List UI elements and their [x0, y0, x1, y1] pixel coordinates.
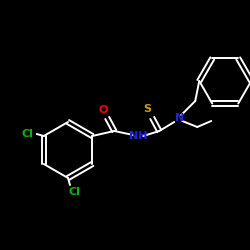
Text: Cl: Cl — [68, 187, 80, 197]
Text: Cl: Cl — [22, 129, 34, 139]
Text: NH: NH — [129, 131, 148, 141]
Text: N: N — [174, 113, 184, 123]
Text: S: S — [143, 104, 151, 114]
Text: O: O — [98, 105, 108, 115]
